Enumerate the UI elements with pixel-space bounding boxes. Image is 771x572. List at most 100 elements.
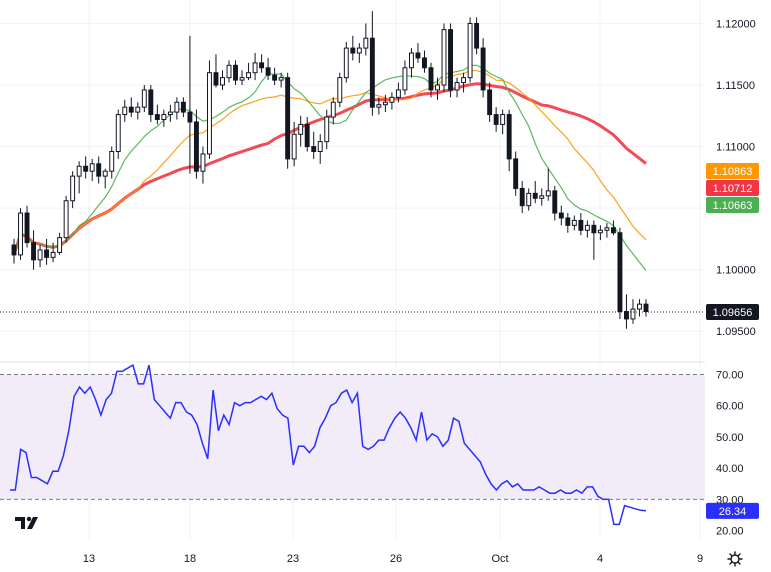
candle-body [239, 77, 245, 81]
moving-averages [12, 64, 647, 271]
candle [233, 60, 238, 86]
candle [356, 43, 362, 63]
candle [643, 299, 649, 317]
candle-body [187, 111, 193, 123]
candle [363, 23, 369, 56]
candle-body [109, 150, 115, 172]
candle-body [252, 62, 258, 74]
rsi-value-badge-text: 26.34 [719, 506, 747, 518]
candle [623, 294, 629, 329]
candle [193, 109, 199, 179]
candle [324, 109, 330, 150]
candle [115, 109, 121, 159]
candle [415, 43, 421, 63]
candle-body [207, 72, 212, 155]
candle-body [304, 123, 310, 148]
last-price-badge: 1.09656 [706, 304, 759, 321]
rsi-value-badge-bg [706, 502, 759, 519]
candle [220, 70, 225, 90]
candle-body [604, 227, 610, 231]
time-axis[interactable]: 13 18 23 26 Oct 4 9 [83, 553, 703, 565]
candle-body [193, 121, 199, 172]
candle-body [324, 116, 330, 143]
candle [246, 62, 252, 81]
candle-body [408, 52, 414, 69]
candle-body [519, 187, 525, 207]
candle [435, 77, 440, 100]
candle [584, 220, 590, 238]
candle-body [448, 29, 453, 91]
candle-body [148, 89, 154, 116]
candle-body [311, 146, 317, 152]
candle-body [571, 219, 577, 226]
candle [500, 109, 506, 135]
candle [57, 232, 63, 255]
ma-mid-badge-text: 1.10663 [713, 200, 753, 212]
ma-long-line [12, 82, 647, 256]
candle [441, 23, 447, 93]
candle [200, 146, 206, 184]
candle-body [454, 82, 460, 91]
candle-body [480, 47, 486, 91]
candle-body [37, 249, 43, 261]
candle-body [317, 141, 323, 152]
price-badges: 1.10863 1.10712 1.10663 1.09656 26.34 [706, 163, 759, 519]
time-tick-6: 9 [697, 553, 703, 565]
candle-body [213, 72, 219, 86]
rsi-value-badge: 26.34 [706, 502, 759, 519]
candle [637, 299, 642, 317]
candle [89, 158, 95, 182]
time-tick-4: Oct [491, 553, 508, 565]
candle-body [402, 67, 408, 91]
candle-body [226, 64, 232, 79]
candle-body [167, 111, 173, 116]
candle-body [63, 200, 69, 239]
candle-body [474, 22, 480, 49]
candle-body [428, 67, 434, 91]
ma-mid-badge: 1.10663 [706, 197, 759, 213]
candle-body [363, 37, 369, 49]
price-tick-4: 1.10000 [716, 265, 756, 277]
time-tick-0: 13 [83, 553, 95, 565]
candle [552, 185, 558, 221]
candle-body [57, 237, 63, 253]
candle-body [500, 114, 506, 125]
candle [506, 109, 512, 172]
settings-icon[interactable] [727, 551, 743, 567]
candle [369, 11, 375, 116]
candle-body [44, 249, 50, 258]
candle-body [330, 101, 336, 118]
candle [532, 181, 538, 204]
candle [298, 115, 304, 147]
candle [70, 171, 76, 209]
candle [578, 213, 584, 236]
candle [167, 104, 173, 122]
time-tick-1: 18 [184, 553, 196, 565]
ma-long-badge-bg [706, 180, 759, 196]
candle [317, 134, 323, 164]
candle [63, 195, 69, 243]
candle [474, 17, 480, 55]
candle-body [298, 123, 304, 135]
candle-body [565, 217, 571, 226]
candle-body [161, 114, 167, 120]
candle [330, 97, 336, 125]
candle [337, 72, 343, 108]
candle-body [578, 219, 584, 231]
candle [311, 131, 317, 159]
candle-body [89, 163, 95, 172]
candle-body [382, 101, 388, 106]
candle-body [265, 67, 271, 76]
tradingview-logo[interactable] [13, 512, 43, 534]
candle-body [487, 89, 493, 116]
last-price-badge-text: 1.09656 [713, 307, 753, 319]
candle [76, 161, 82, 194]
candle [558, 205, 564, 226]
candle-body [180, 101, 186, 113]
rsi-band [0, 374, 705, 500]
rsi-tick-1: 60.00 [716, 401, 744, 413]
candle-body [272, 74, 278, 81]
candle [526, 188, 532, 211]
candle-body [154, 114, 160, 120]
